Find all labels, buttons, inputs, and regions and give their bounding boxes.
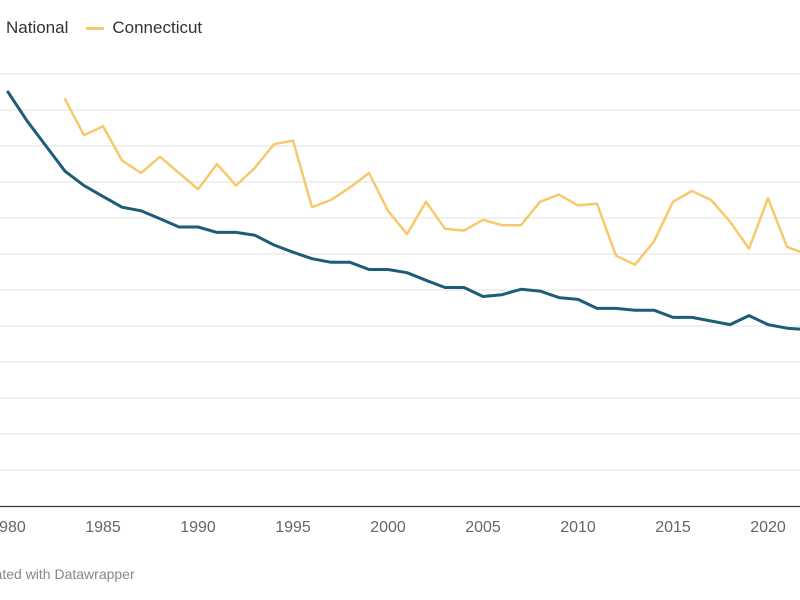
- legend: National Connecticut: [0, 18, 202, 38]
- x-tick-label: 2020: [750, 519, 786, 536]
- legend-label-national: National: [6, 18, 69, 37]
- legend-swatch-connecticut: [86, 26, 105, 30]
- legend-item-connecticut: Connecticut: [86, 18, 202, 38]
- legend-item-national: National: [0, 18, 68, 38]
- series-line-connecticut: [63, 97, 800, 267]
- x-tick-label: 1980: [0, 519, 26, 536]
- x-tick-label: 1985: [85, 519, 121, 536]
- x-tick-label: 2000: [370, 519, 406, 536]
- x-tick-label: 2015: [655, 519, 691, 536]
- legend-label-connecticut: Connecticut: [112, 18, 203, 37]
- x-tick-label: 1990: [180, 519, 216, 536]
- x-tick-label: 2010: [560, 519, 596, 536]
- series-line-national: [6, 90, 800, 331]
- footer-credit: Created with Datawrapper: [0, 566, 135, 582]
- x-tick-label: 2005: [465, 519, 501, 536]
- x-tick-label: 1995: [275, 519, 311, 536]
